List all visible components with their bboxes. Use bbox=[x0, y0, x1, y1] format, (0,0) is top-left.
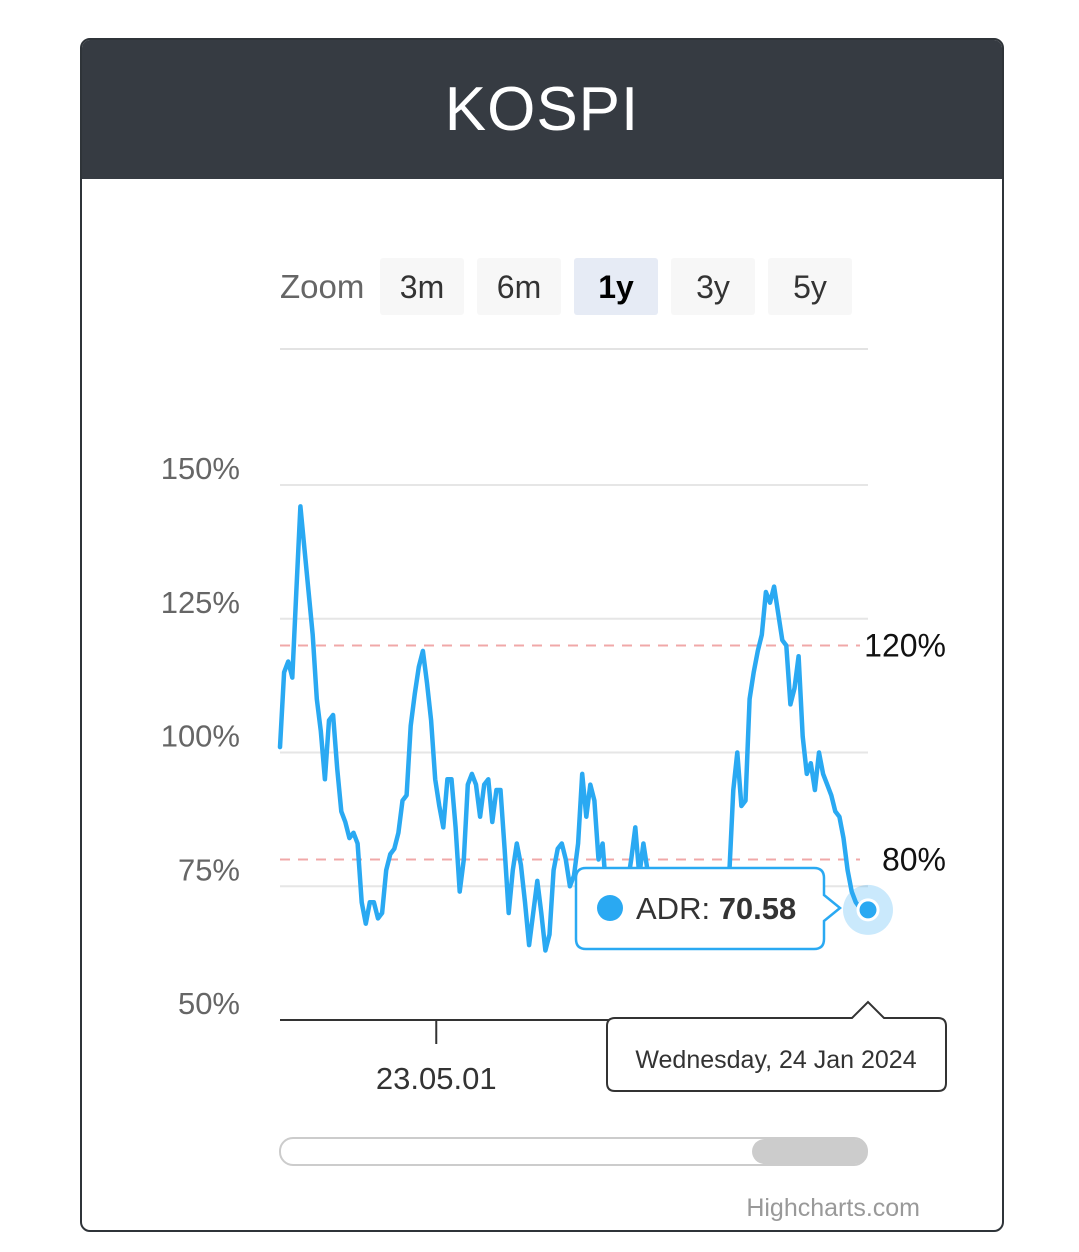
threshold-label: 80% bbox=[882, 842, 946, 878]
chart-title: KOSPI bbox=[444, 75, 640, 144]
date-tooltip-text: Wednesday, 24 Jan 2024 bbox=[635, 1046, 916, 1074]
hover-point bbox=[856, 898, 880, 922]
chart-card: KOSPI bbox=[80, 38, 1004, 1232]
tooltip-series-label: ADR: bbox=[636, 891, 719, 926]
hover-marker bbox=[843, 884, 893, 935]
tooltip: ADR: 70.58 bbox=[574, 866, 842, 951]
y-tick-label: 100% bbox=[161, 719, 240, 754]
y-tick-label: 150% bbox=[161, 451, 240, 486]
y-tick-label: 50% bbox=[178, 986, 240, 1021]
y-gridlines bbox=[280, 484, 868, 888]
series-group bbox=[277, 504, 871, 953]
zoom-label: Zoom bbox=[280, 268, 364, 305]
tooltip-text: ADR: 70.58 bbox=[636, 891, 796, 926]
zoom-button-label[interactable]: 1y bbox=[598, 269, 634, 305]
y-axis-labels: 50% 75% 100% 125% 150% bbox=[161, 451, 240, 1021]
zoom-button-3m[interactable]: 3m bbox=[380, 258, 464, 315]
x-axis-ticks: 23.05.01 bbox=[376, 1020, 497, 1096]
threshold-lines: 120% 80% bbox=[280, 628, 946, 878]
zoom-button-bg[interactable] bbox=[477, 258, 561, 315]
zoom-button-6m[interactable]: 6m bbox=[477, 258, 561, 315]
zoom-button-label[interactable]: 6m bbox=[497, 269, 541, 305]
zoom-button-bg[interactable] bbox=[574, 258, 658, 315]
navigator-scrollbar-thumb[interactable] bbox=[752, 1139, 867, 1164]
zoom-button-label[interactable]: 5y bbox=[793, 269, 827, 305]
zoom-button-5y[interactable]: 5y bbox=[768, 258, 852, 315]
zoom-button-label[interactable]: 3m bbox=[400, 269, 444, 305]
zoom-button-bg[interactable] bbox=[671, 258, 755, 315]
zoom-button-bg[interactable] bbox=[380, 258, 464, 315]
series-line-ADR bbox=[277, 504, 871, 953]
zoom-button-label[interactable]: 3y bbox=[696, 269, 730, 305]
zoom-button-1y[interactable]: 1y bbox=[574, 258, 658, 315]
date-tooltip-box bbox=[606, 1000, 947, 1092]
date-tooltip: Wednesday, 24 Jan 2024 bbox=[606, 1000, 947, 1092]
x-tick-label: 23.05.01 bbox=[376, 1061, 497, 1096]
y-tick-label: 125% bbox=[161, 585, 240, 620]
threshold-label: 120% bbox=[864, 628, 946, 664]
tooltip-box bbox=[574, 866, 842, 951]
y-tick-label: 75% bbox=[178, 852, 240, 887]
credits-link[interactable]: Highcharts.com bbox=[746, 1194, 920, 1222]
tooltip-series-marker bbox=[597, 895, 623, 921]
zoom-button-bg[interactable] bbox=[768, 258, 852, 315]
zoom-button-group: 3m 6m 1y 3y 5y bbox=[380, 258, 852, 315]
chart-header: KOSPI bbox=[82, 40, 1002, 179]
tooltip-value: 70.58 bbox=[719, 891, 797, 926]
zoom-button-3y[interactable]: 3y bbox=[671, 258, 755, 315]
